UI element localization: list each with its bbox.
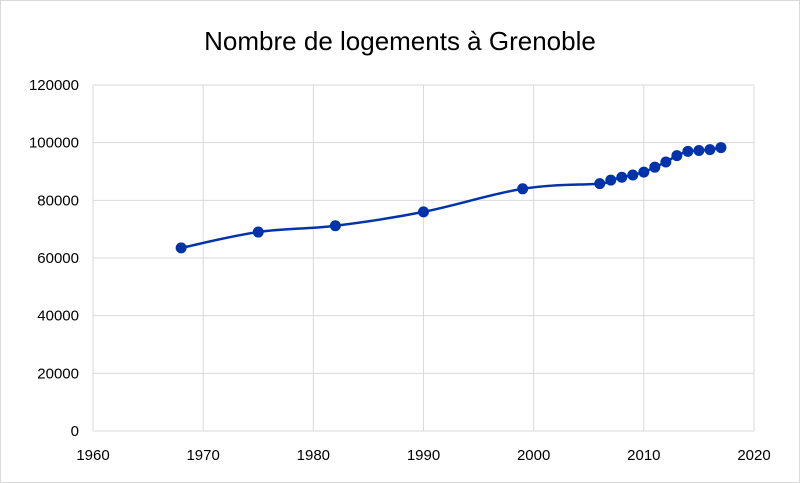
y-tick-label: 40000 [37, 308, 79, 325]
y-tick-label: 100000 [29, 135, 79, 152]
x-tick-label: 1980 [297, 447, 330, 464]
x-tick-label: 1990 [407, 447, 440, 464]
data-point [627, 169, 639, 181]
data-point [517, 183, 529, 195]
data-point [660, 156, 672, 168]
data-point [715, 142, 727, 154]
data-point [329, 220, 341, 232]
y-tick-label: 20000 [37, 365, 79, 382]
data-point [418, 206, 429, 218]
data-point [671, 150, 683, 162]
y-tick-label: 80000 [37, 192, 79, 209]
data-point [252, 226, 264, 238]
x-axis-ticks: 1960 1970 1980 1990 2000 2010 2020 [76, 447, 770, 464]
y-tick-label: 0 [71, 423, 79, 440]
x-tick-label: 2000 [517, 447, 550, 464]
data-point [649, 161, 661, 173]
x-tick-label: 2010 [627, 447, 660, 464]
data-point [616, 171, 628, 183]
x-tick-label: 1970 [186, 447, 219, 464]
y-axis-ticks: 0 20000 40000 60000 80000 100000 120000 [29, 77, 79, 440]
x-tick-label: 1960 [76, 447, 109, 464]
y-tick-label: 120000 [29, 77, 79, 94]
data-point [682, 145, 694, 157]
series-layer [175, 142, 727, 254]
data-point [638, 166, 650, 178]
x-tick-label: 2020 [737, 447, 770, 464]
grid [92, 84, 755, 432]
data-point [693, 144, 705, 156]
chart-title: Nombre de logements à Grenoble [204, 26, 596, 56]
y-tick-label: 60000 [37, 250, 79, 267]
data-point [175, 242, 187, 254]
data-point [605, 174, 617, 186]
data-point [594, 178, 606, 190]
data-point [704, 144, 716, 156]
